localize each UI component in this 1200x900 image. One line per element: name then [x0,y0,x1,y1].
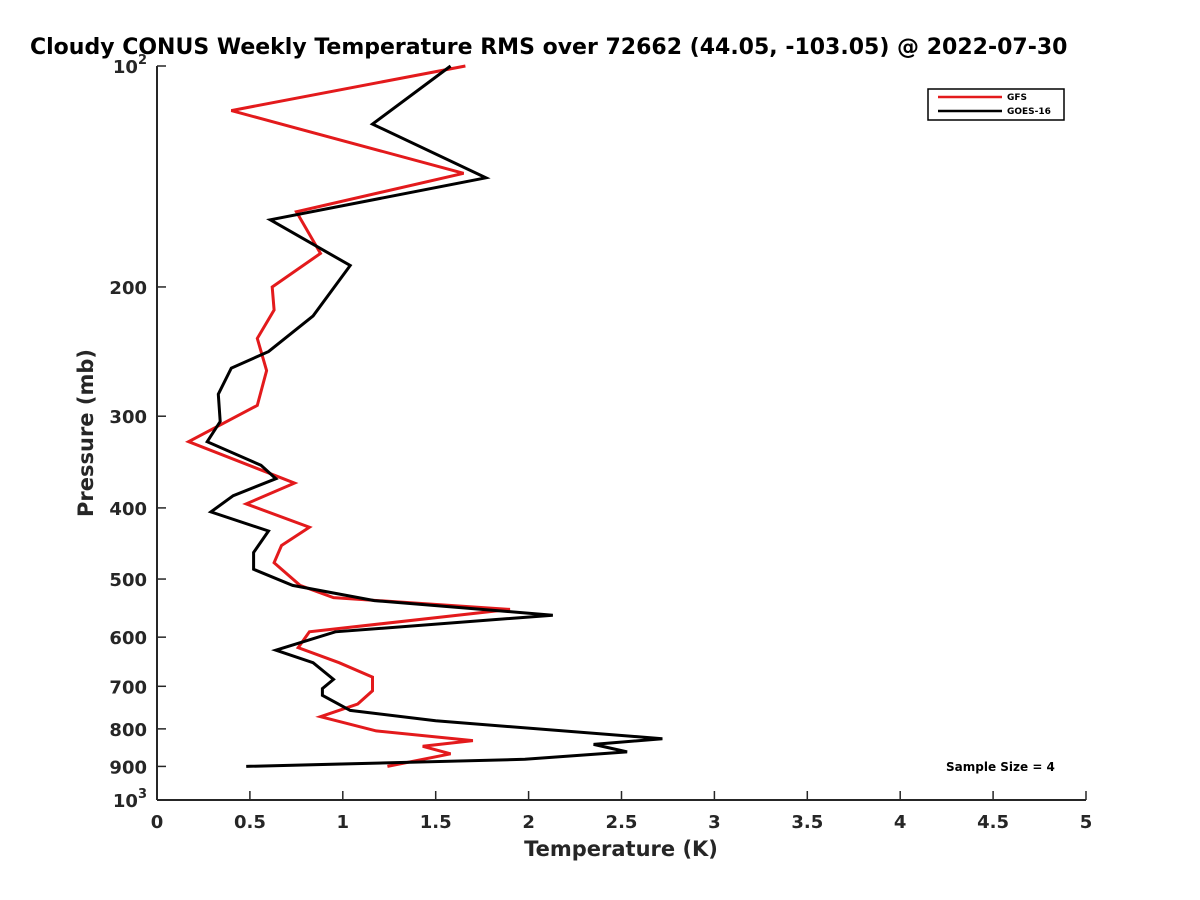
legend-box [927,88,1065,121]
series-line-goes16 [204,64,663,768]
x-ticks: 0 0.5 1 1.5 2 2.5 3 3.5 4 4.5 5 [151,791,1093,833]
x-axis-label: Temperature (K) [524,837,718,861]
y-tick-base: 10 [113,57,138,78]
axes [156,66,1086,801]
y-tick-base: 10 [113,791,138,812]
legend: GFS GOES-16 [927,88,1065,121]
x-tick-label: 2.5 [606,812,638,833]
x-tick-label: 0 [151,812,164,833]
y-tick-label: 300 [109,407,147,428]
x-tick-label: 4.5 [977,812,1009,833]
x-tick-label: 3 [708,812,721,833]
y-tick-label: 900 [109,757,147,778]
y-tick-label: 600 [109,628,147,649]
x-tick-label: 0.5 [234,812,266,833]
y-tick-label: 102 [113,53,147,78]
x-tick-label: 1 [337,812,350,833]
x-tick-label: 3.5 [791,812,823,833]
y-tick-label: 103 [113,787,147,812]
x-tick-label: 5 [1080,812,1093,833]
y-tick-exponent: 3 [138,787,147,802]
y-tick-label: 500 [109,570,147,591]
legend-label-gfs: GFS [1007,93,1027,103]
series-line-gfs [185,64,511,768]
legend-label-goes16: GOES-16 [1007,107,1051,117]
y-tick-label: 400 [109,499,147,520]
sample-size-annotation: Sample Size = 4 [946,760,1055,774]
series-layer [185,64,663,768]
x-tick-label: 1.5 [420,812,452,833]
y-tick-label: 700 [109,677,147,698]
chart-title: Cloudy CONUS Weekly Temperature RMS over… [30,35,1067,60]
x-tick-label: 4 [894,812,907,833]
y-tick-exponent: 2 [138,53,147,68]
y-axis-label: Pressure (mb) [74,349,98,517]
x-tick-label: 2 [522,812,535,833]
y-tick-label: 800 [109,720,147,741]
y-tick-label: 200 [109,278,147,299]
